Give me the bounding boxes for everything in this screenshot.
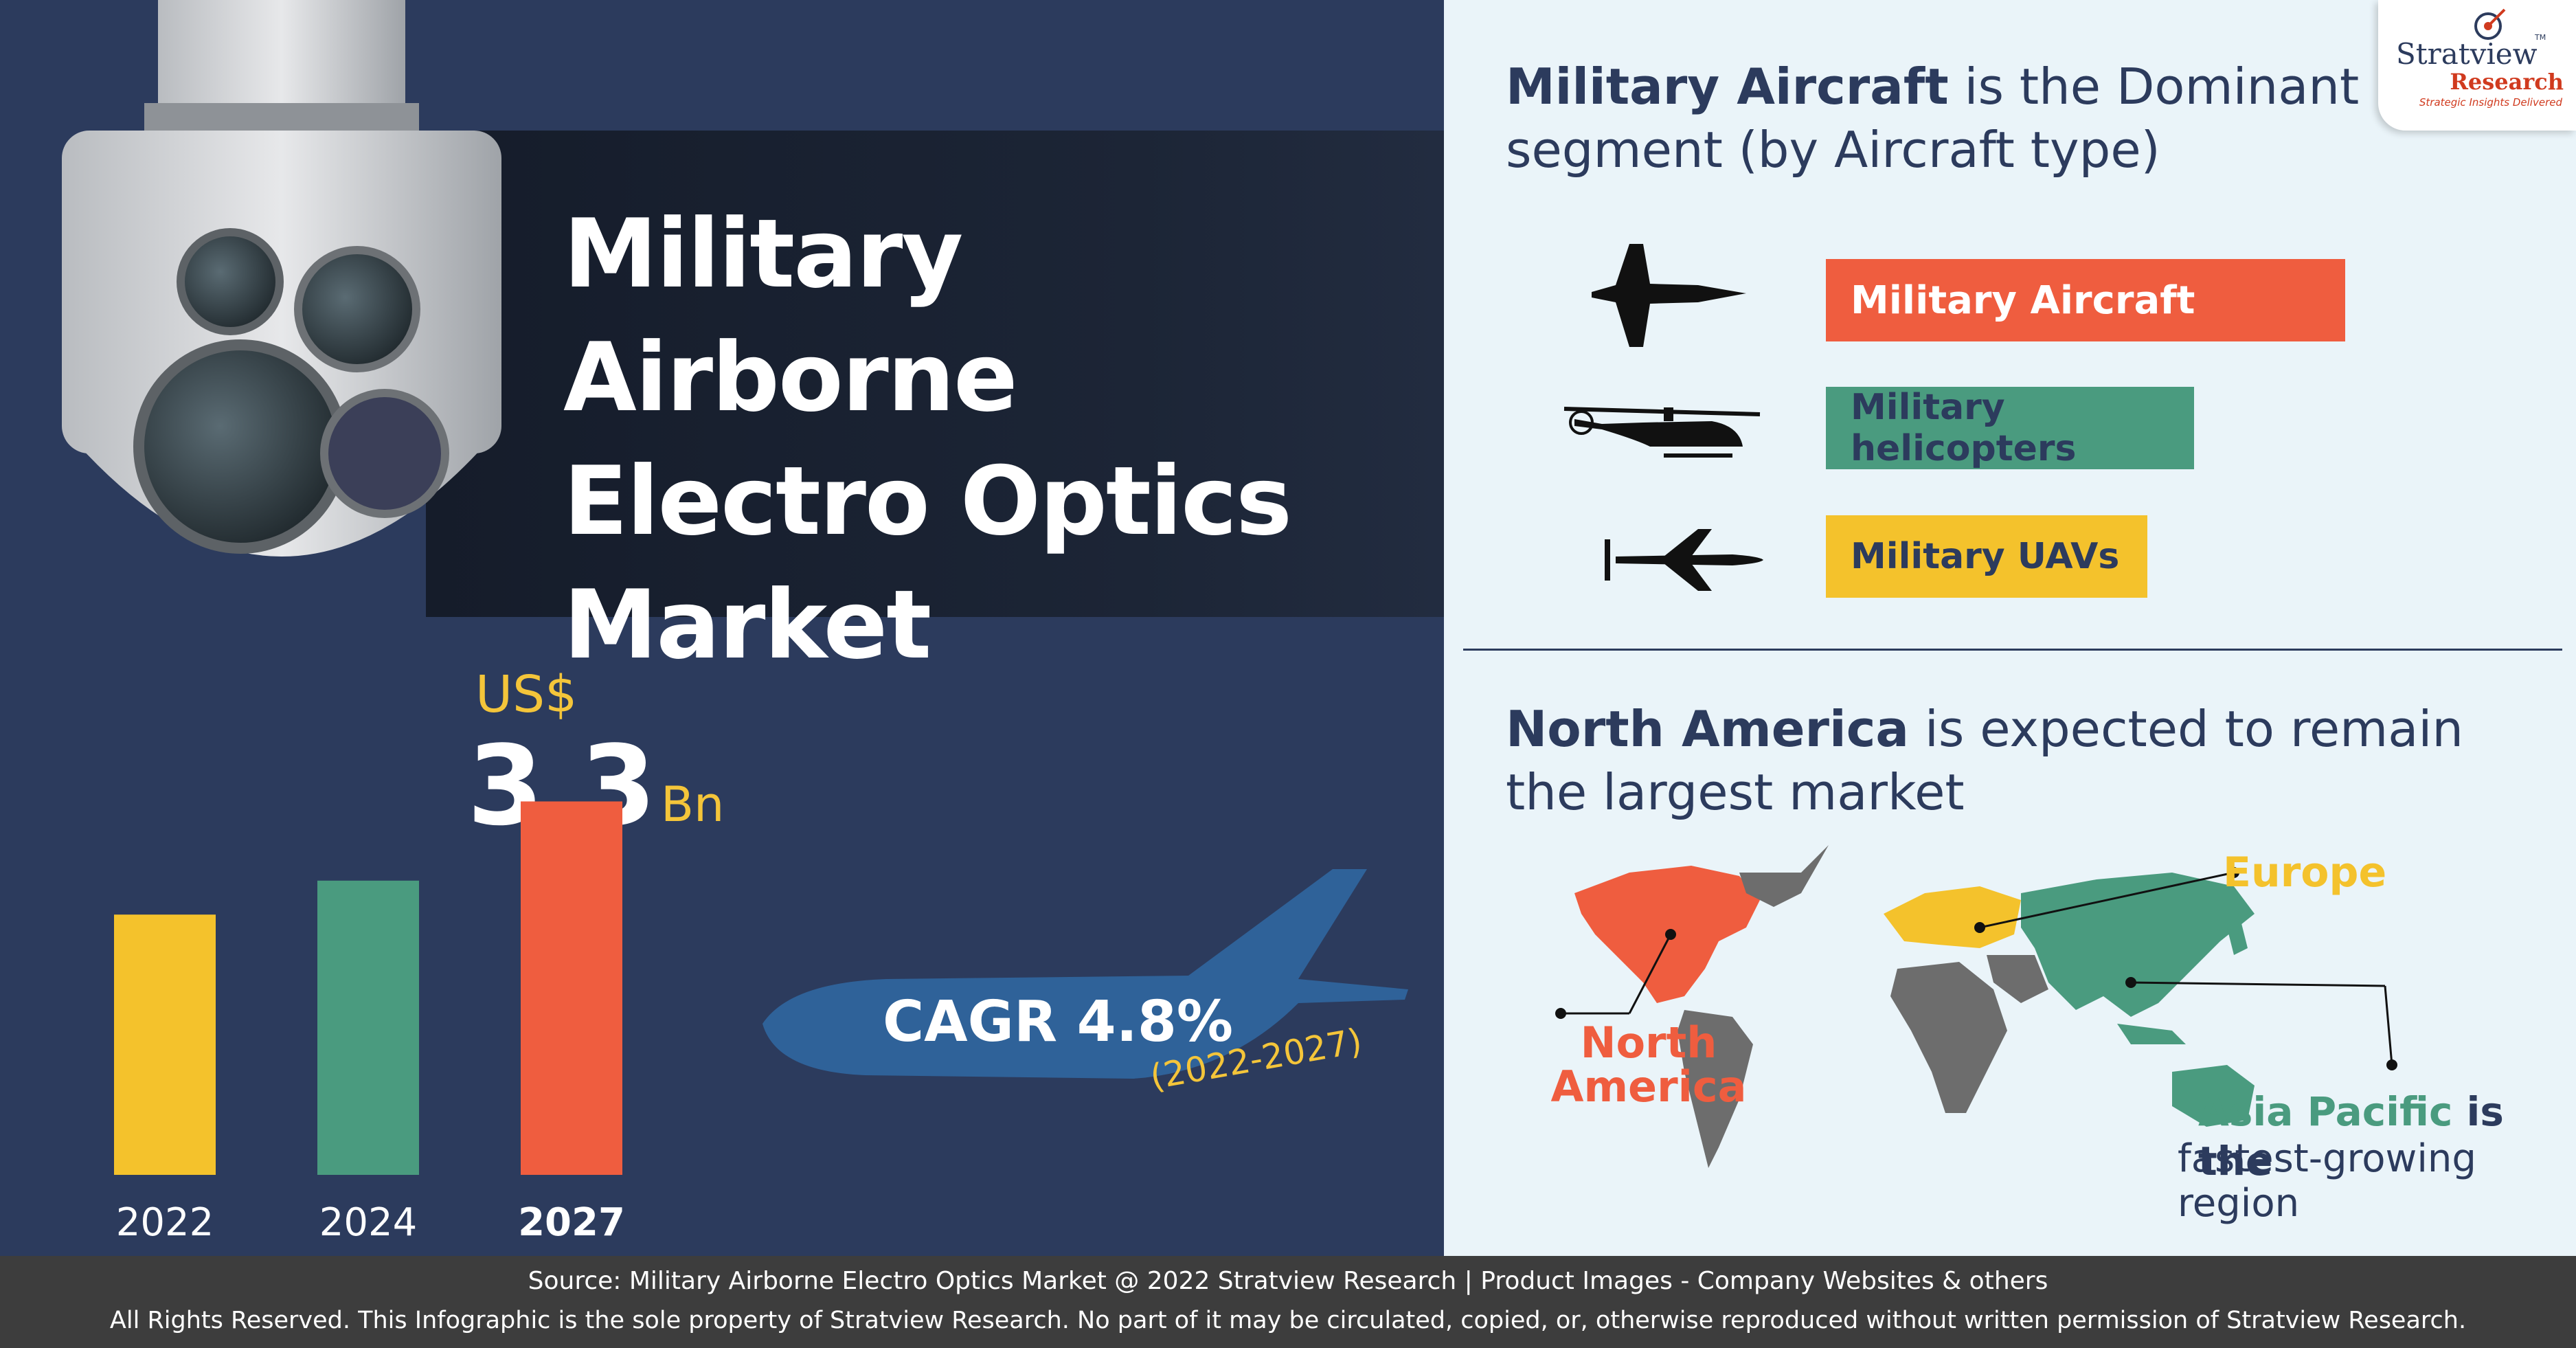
title-line-3: Market [563, 570, 931, 680]
footer-source: Source: Military Airborne Electro Optics… [528, 1267, 2048, 1295]
asia-pacific-rest: is the [2198, 1088, 2504, 1184]
map-africa [1890, 962, 2007, 1113]
asia-pacific-note: fastest-growing region [2178, 1136, 2476, 1226]
target-logo-icon [2474, 8, 2506, 40]
region-asia-pacific-label: Asia Pacific is the [2198, 1087, 2576, 1186]
left-panel: Military Airborne Electro Optics Market … [0, 0, 1444, 1250]
logo-name: Stratview [2396, 37, 2538, 71]
camera-turret-image [62, 0, 501, 557]
title-band [426, 131, 1444, 617]
segment-military-aircraft: Military Aircraft [1826, 259, 2345, 341]
airplane-icon [762, 869, 1408, 1079]
map-asia-pacific [2021, 873, 2255, 1017]
helicopter-icon [1563, 407, 1761, 458]
map-south-america [1677, 1010, 1753, 1168]
cagr-label: CAGR 4.8% [883, 989, 1234, 1055]
map-australia [2172, 1065, 2255, 1127]
segment-heading-bold: Military Aircraft [1506, 58, 1949, 115]
stratview-logo: Stratview TM Research Strategic Insights… [2378, 0, 2576, 131]
footer: Source: Military Airborne Electro Optics… [0, 1256, 2576, 1348]
map-japan [2227, 921, 2248, 955]
highlight-suffix: Bn [661, 776, 725, 833]
bar-2024 [317, 880, 419, 1175]
infographic-title: Military Airborne Electro Optics Market [563, 192, 1401, 687]
title-line-1: Military Airborne [563, 199, 1018, 433]
highlight-unit: US$ [475, 665, 578, 724]
title-line-2: Electro Optics [563, 446, 1292, 557]
segment-military-uavs: Military UAVs [1826, 515, 2147, 598]
world-map [1555, 845, 2397, 1168]
logo-tagline: Strategic Insights Delivered [2419, 96, 2562, 109]
map-middle-east [1987, 955, 2048, 1003]
segment-heading-rest: is the Dominant segment (by Aircraft typ… [1506, 58, 2360, 179]
logo-trademark: TM [2535, 33, 2546, 42]
map-indonesia [2117, 1024, 2186, 1044]
fighter-jet-icon [1592, 244, 1746, 347]
tick-label-2024: 2024 [319, 1200, 418, 1245]
region-heading-rest: is expected to remain the largest market [1506, 700, 2464, 821]
footer-rights: All Rights Reserved. This Infographic is… [109, 1307, 2467, 1334]
bar-chart-svg: 2022 2024 2027 [114, 801, 625, 1245]
uav-drone-icon [1605, 529, 1763, 591]
region-heading-bold: North America [1506, 700, 1910, 758]
segment-heading: Military Aircraft is the Dominant segmen… [1506, 55, 2433, 181]
logo-research: Research [2450, 69, 2564, 95]
market-size-bar-chart: 2022 2024 2027 [0, 646, 756, 1250]
right-panel: Stratview TM Research Strategic Insights… [1444, 0, 2576, 1256]
asia-pacific-name: Asia Pacific [2198, 1088, 2453, 1135]
tick-label-2022: 2022 [116, 1200, 214, 1245]
region-europe-label: Europe [2223, 849, 2387, 897]
map-europe [1884, 886, 2021, 948]
region-north-america-label: North America [1550, 1018, 1747, 1112]
region-heading: North America is expected to remain the … [1506, 697, 2502, 824]
map-greenland [1739, 845, 1829, 907]
bar-2022 [114, 914, 216, 1175]
segment-military-helicopters: Military helicopters [1826, 387, 2194, 469]
bar-2027 [521, 801, 622, 1175]
tick-label-2027: 2027 [518, 1200, 625, 1245]
section-divider [1463, 649, 2562, 651]
